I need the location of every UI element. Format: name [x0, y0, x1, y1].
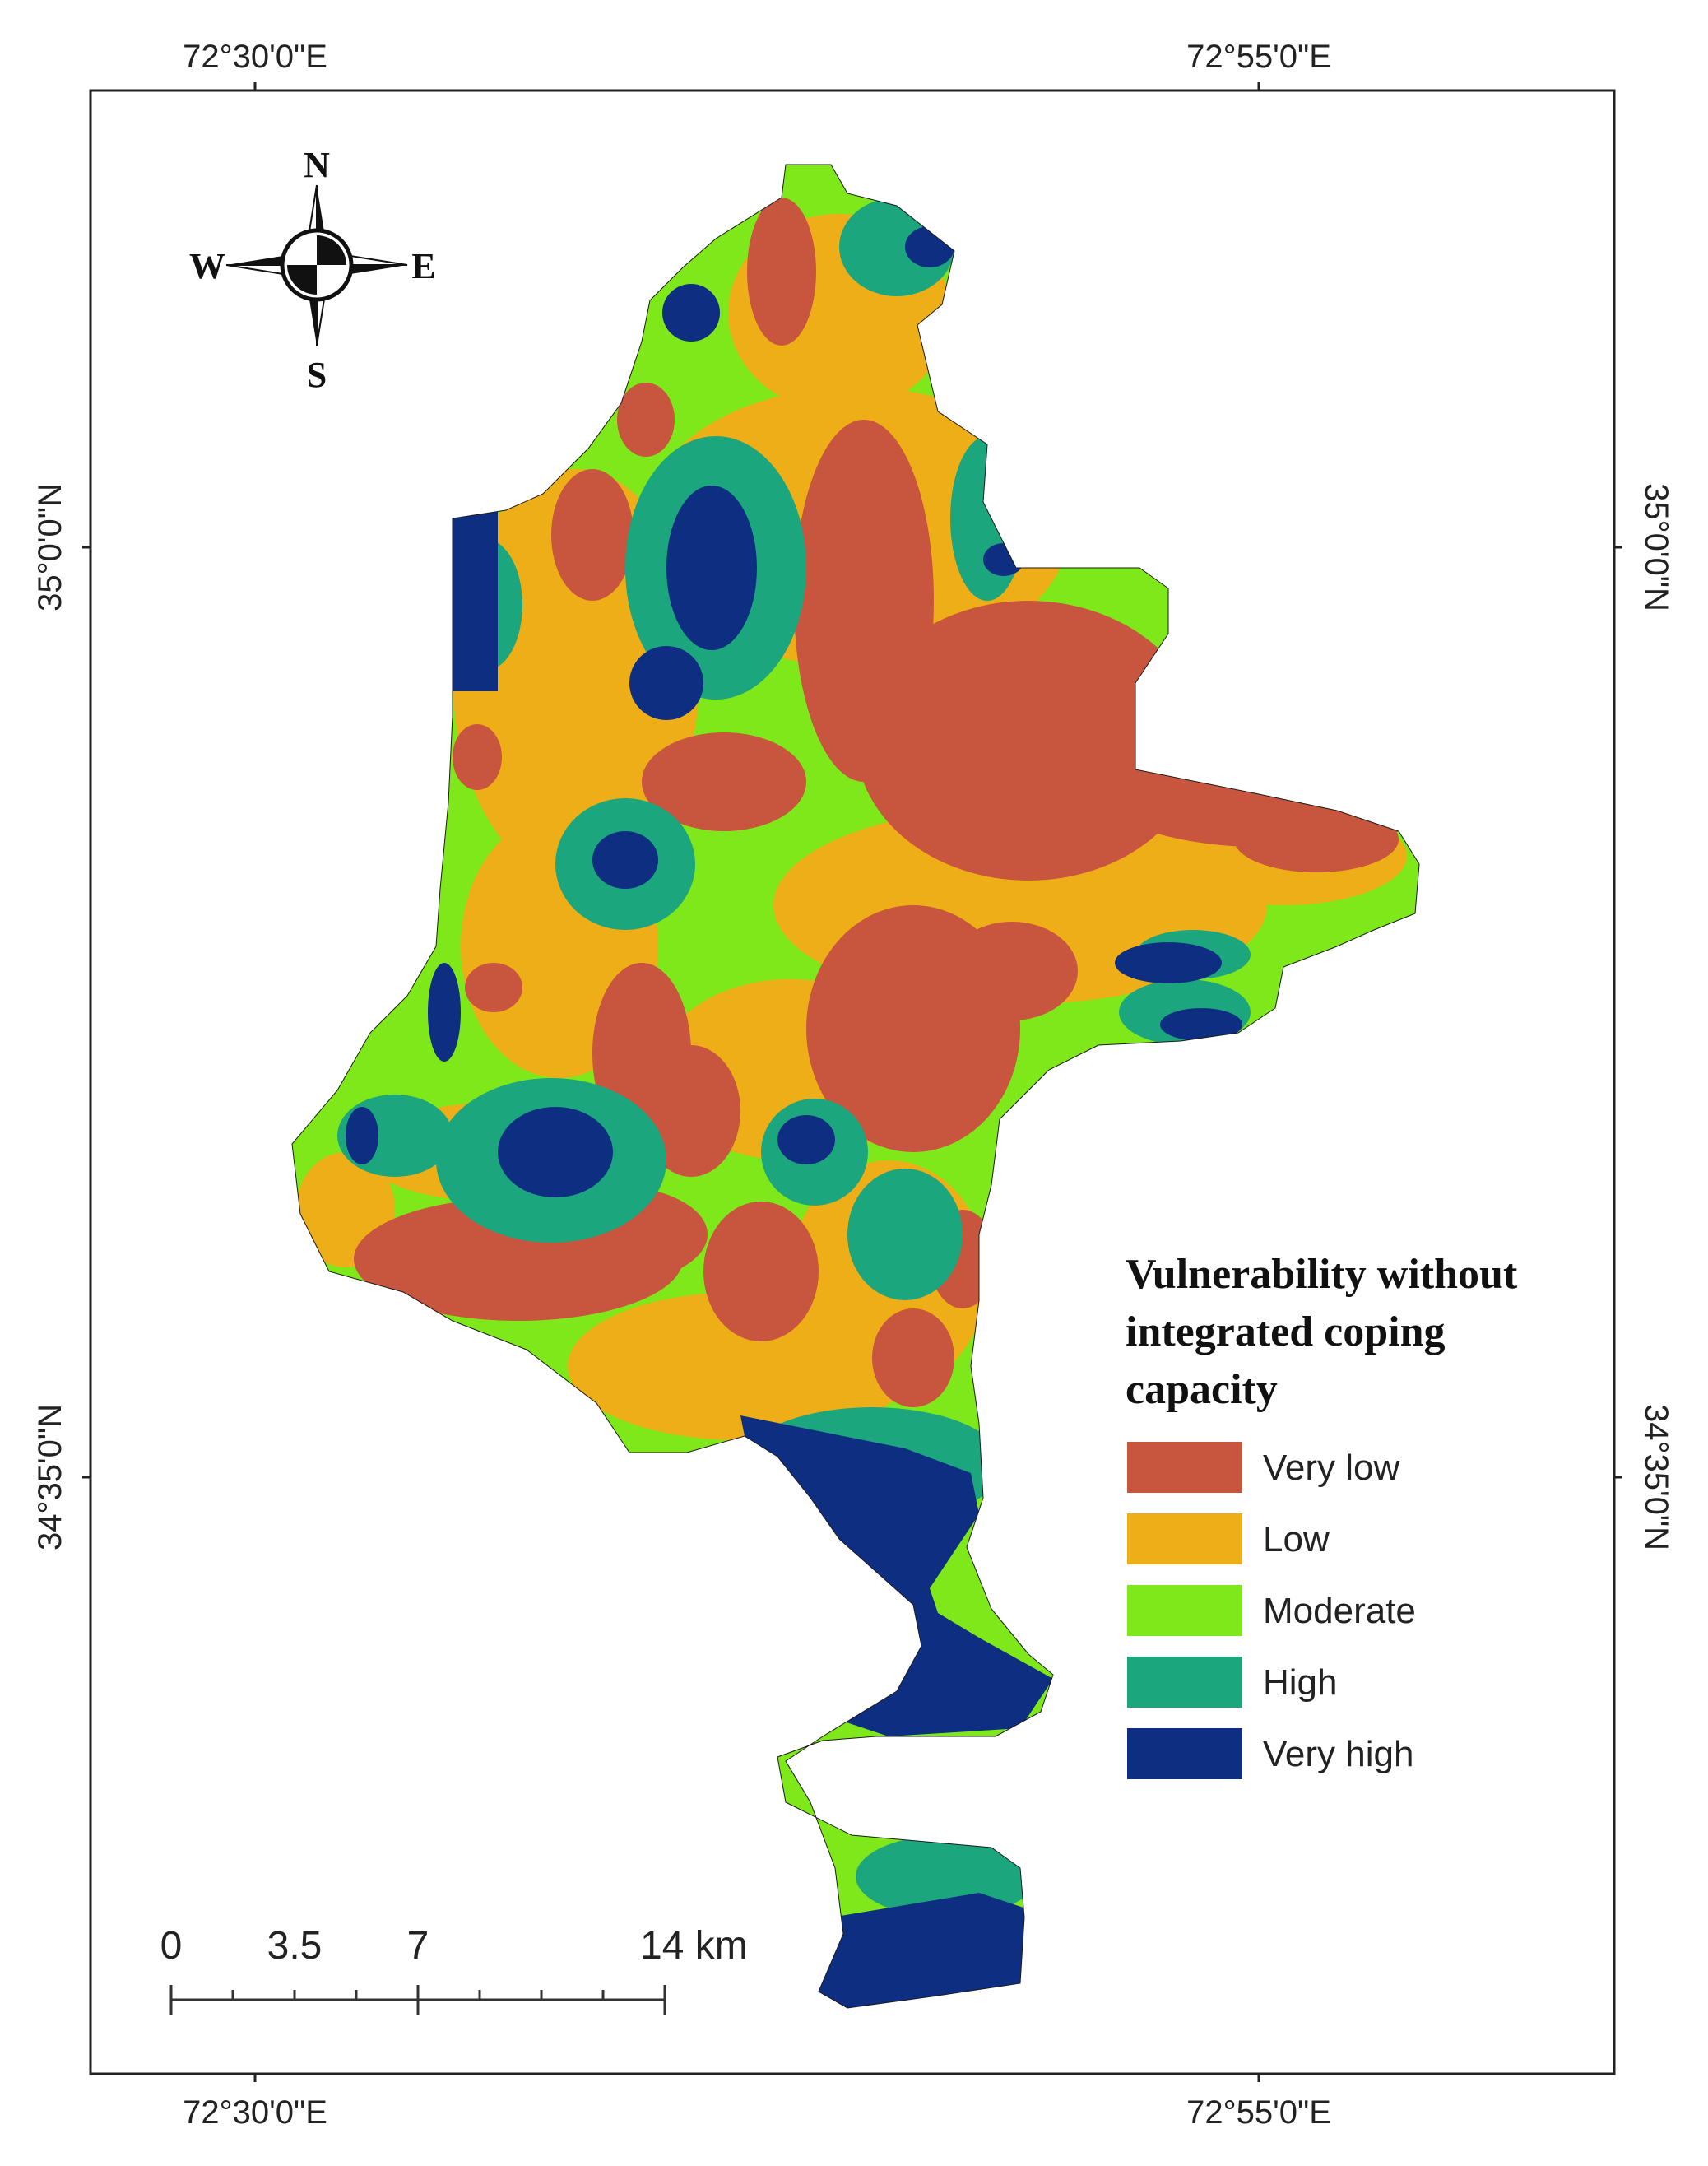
top-lon-label-2: 72°55'0"E	[1186, 39, 1331, 75]
legend-label-moderate: Moderate	[1263, 1591, 1416, 1631]
scale-bar: 0 3.5 7 14 km	[160, 1924, 748, 2015]
legend-label-very-low: Very low	[1263, 1448, 1400, 1488]
compass-n-label: N	[304, 145, 330, 185]
legend-swatch-very-low	[1127, 1442, 1242, 1493]
legend-title-line-2: integrated coping	[1126, 1308, 1446, 1355]
legend-swatch-moderate	[1127, 1585, 1242, 1636]
map-frame	[89, 89, 1616, 2075]
compass-s-label: S	[307, 355, 327, 395]
legend-swatch-very-high	[1127, 1728, 1242, 1779]
legend-title-line-3: capacity	[1126, 1366, 1278, 1413]
legend-swatch-low	[1127, 1513, 1242, 1564]
graticule-ticks	[82, 82, 1622, 2082]
compass-rose: N S W E	[189, 145, 436, 395]
legend-label-very-high: Very high	[1263, 1734, 1413, 1774]
compass-w-label: W	[189, 246, 225, 286]
legend-label-high: High	[1263, 1662, 1338, 1703]
legend-title-line-1: Vulnerability without	[1126, 1251, 1518, 1298]
top-lon-label-1: 72°30'0"E	[183, 39, 327, 75]
left-lat-label-2: 34°35'0"N	[32, 1404, 68, 1550]
legend-swatch-high	[1127, 1657, 1242, 1708]
compass-e-label: E	[411, 246, 435, 286]
legend: Vulnerability without integrated coping …	[1126, 1251, 1518, 1779]
scale-label-7: 7	[407, 1924, 429, 1968]
right-lat-label-1: 35°0'0"N	[1638, 483, 1674, 611]
right-lat-label-2: 34°35'0"N	[1638, 1404, 1674, 1550]
scale-label-3-5: 3.5	[267, 1924, 323, 1968]
left-lat-label-1: 35°0'0"N	[32, 483, 68, 611]
legend-label-low: Low	[1263, 1519, 1330, 1559]
scale-label-0: 0	[160, 1924, 183, 1968]
scale-label-14-km: 14 km	[640, 1924, 748, 1968]
bottom-lon-label-1: 72°30'0"E	[183, 2094, 327, 2131]
zones-very-low	[354, 198, 1419, 1407]
bottom-lon-label-2: 72°55'0"E	[1186, 2094, 1331, 2131]
